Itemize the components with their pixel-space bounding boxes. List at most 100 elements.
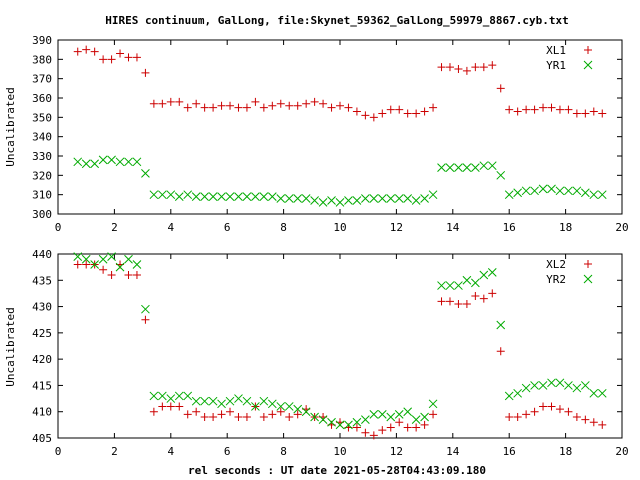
yr1-point bbox=[471, 163, 480, 172]
xl1-point bbox=[369, 113, 378, 122]
xl1-point bbox=[403, 109, 412, 118]
xl2-point bbox=[378, 426, 387, 435]
yr2-point bbox=[335, 420, 345, 430]
yr1-point bbox=[200, 192, 209, 201]
xl1-point bbox=[530, 105, 539, 114]
yr1-point bbox=[107, 155, 116, 165]
yr2-point bbox=[420, 412, 429, 422]
xl2-point bbox=[488, 289, 497, 298]
yr1-point bbox=[251, 192, 260, 201]
x-tick-label: 0 bbox=[55, 221, 62, 234]
yr2-point bbox=[318, 415, 328, 424]
yr1-point bbox=[73, 157, 83, 167]
yr1-point bbox=[259, 192, 269, 201]
legend-marker-yr1 bbox=[583, 60, 593, 70]
xl1-point bbox=[589, 107, 598, 116]
y-tick-label: 420 bbox=[32, 353, 52, 366]
yr1-point bbox=[174, 192, 184, 201]
yr2-point bbox=[361, 415, 370, 424]
yr2-point bbox=[310, 412, 319, 422]
yr1-point bbox=[564, 186, 573, 196]
xl2-point bbox=[158, 402, 167, 411]
xl2-point bbox=[149, 407, 158, 416]
x-tick-label: 10 bbox=[333, 445, 346, 458]
yr1-point bbox=[234, 192, 243, 201]
y-tick-label: 310 bbox=[32, 189, 52, 202]
yr2-point bbox=[242, 396, 252, 406]
xl2-point bbox=[555, 405, 564, 414]
yr1-point bbox=[90, 159, 100, 169]
y-axis-label-bottom: Uncalibrated bbox=[4, 307, 17, 386]
xl1-point bbox=[285, 101, 294, 110]
legend-label-yr2: YR2 bbox=[546, 273, 566, 286]
yr1-point bbox=[513, 188, 523, 198]
xl1-point bbox=[175, 97, 184, 106]
xl1-point bbox=[361, 111, 370, 120]
yr2-point bbox=[555, 378, 565, 388]
yr2-point bbox=[530, 381, 539, 390]
xl1-point bbox=[276, 99, 285, 108]
y-tick-label: 330 bbox=[32, 150, 52, 163]
legend-label-xl2: XL2 bbox=[546, 258, 566, 271]
yr1-point bbox=[301, 194, 311, 203]
x-tick-label: 12 bbox=[390, 445, 403, 458]
xl1-point bbox=[445, 63, 454, 72]
xl2-point bbox=[293, 410, 302, 419]
plot-top: 0 2 4 6 8 10 12 14 16 18 20 300 310 320 330 340 350 360 37… bbox=[32, 34, 629, 234]
xl1-point bbox=[141, 68, 150, 77]
yr2-point bbox=[589, 388, 599, 398]
yr1-point bbox=[555, 186, 565, 196]
y-tick-label: 430 bbox=[32, 301, 52, 314]
yr2-point bbox=[267, 399, 277, 409]
xl2-point bbox=[124, 271, 133, 280]
yr1-point bbox=[530, 186, 539, 196]
xl2-point bbox=[530, 407, 539, 416]
xl2-point bbox=[386, 423, 395, 432]
yr2-point bbox=[259, 396, 269, 406]
x-tick-label: 0 bbox=[55, 445, 62, 458]
yr1-point bbox=[394, 194, 404, 203]
yr2-point bbox=[597, 388, 607, 398]
xl1-point bbox=[378, 109, 387, 118]
xl1-point bbox=[217, 101, 226, 110]
yr2-point bbox=[208, 396, 218, 406]
yr2-point bbox=[513, 388, 523, 398]
xl1-point bbox=[226, 101, 235, 110]
xl1-point bbox=[242, 103, 251, 112]
yr1-point bbox=[589, 190, 599, 200]
yr1-point bbox=[208, 192, 218, 201]
x-tick-label: 6 bbox=[224, 221, 231, 234]
yr2-point bbox=[344, 420, 353, 430]
xl1-point bbox=[268, 101, 277, 110]
yr2-point bbox=[157, 391, 167, 401]
xl1-point bbox=[564, 105, 573, 114]
yr1-point bbox=[141, 169, 150, 178]
xl2-point bbox=[276, 407, 285, 416]
yr2-point bbox=[428, 399, 438, 409]
xl2-point bbox=[581, 415, 590, 424]
xl2-point bbox=[462, 299, 471, 308]
xl1-point bbox=[429, 103, 438, 112]
yr1-point bbox=[580, 188, 590, 198]
yr1-point bbox=[81, 159, 91, 169]
yr1-point bbox=[521, 186, 531, 196]
yr1-point bbox=[293, 194, 303, 203]
yr1-point bbox=[597, 190, 607, 200]
x-tick-label: 16 bbox=[503, 221, 516, 234]
yr2-point bbox=[98, 254, 108, 264]
xl1-point bbox=[547, 103, 556, 112]
yr2-point bbox=[445, 281, 455, 290]
yr2-point bbox=[149, 391, 159, 401]
xl2-point bbox=[82, 260, 91, 269]
yr1-point bbox=[318, 198, 328, 207]
legend-marker-yr2 bbox=[583, 274, 593, 284]
xl1-point bbox=[522, 105, 531, 114]
xl1-point bbox=[555, 105, 564, 114]
xl1-point bbox=[344, 103, 353, 112]
yr1-point bbox=[496, 170, 506, 180]
x-tick-label: 8 bbox=[280, 445, 287, 458]
yr2-point bbox=[284, 402, 294, 411]
yr2-point bbox=[454, 281, 463, 290]
x-tick-label: 14 bbox=[446, 221, 460, 234]
